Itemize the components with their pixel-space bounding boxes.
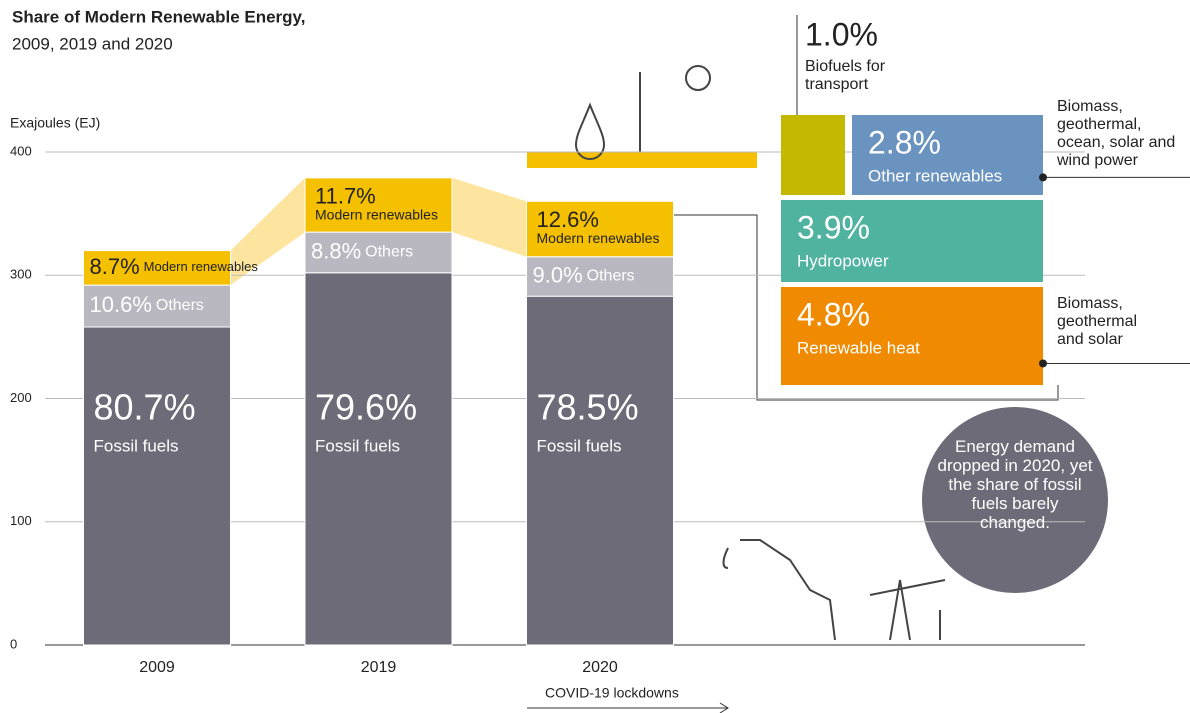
breakdown-share: 1.0% <box>805 16 878 52</box>
callout-circle <box>922 407 1108 593</box>
segment-label: Fossil fuels <box>94 436 179 455</box>
y-tick-label: 400 <box>10 143 32 158</box>
note: Biomass, geothermal and solar <box>1057 295 1138 348</box>
segment-label: Modern renewables <box>144 259 259 274</box>
segment-label: Modern renewables <box>315 207 438 223</box>
x-tick-label: 2019 <box>361 659 397 676</box>
y-tick-label: 100 <box>10 513 32 528</box>
y-tick-label: 200 <box>10 390 32 405</box>
segment-text: 10.6% Others <box>90 292 204 317</box>
bar-segment <box>304 177 453 233</box>
arrow-head <box>719 702 729 713</box>
oil-icon <box>869 579 946 641</box>
breakdown-name: Other renewables <box>868 166 1002 185</box>
share-label: 9.0% <box>533 262 583 287</box>
y-axis-label: Exajoules (EJ) <box>10 115 100 131</box>
breakdown-name: Hydropower <box>797 251 889 270</box>
segment-label: Fossil fuels <box>315 436 400 455</box>
segment-label: Others <box>365 244 413 261</box>
share-label: 11.7% <box>315 184 376 209</box>
connector <box>230 177 305 286</box>
y-tick-label: 300 <box>10 267 32 282</box>
breakdown-share: 4.8% <box>797 296 870 332</box>
bar-segment <box>83 250 231 286</box>
breakdown-box <box>781 200 1043 282</box>
breakdown-name: Renewable heat <box>797 338 920 357</box>
bar-segment <box>526 256 674 297</box>
share-label: 8.7% <box>90 254 140 279</box>
y-tick-label: 0 <box>10 636 17 651</box>
note-dot <box>1039 359 1047 368</box>
share-label: 8.8% <box>311 238 361 263</box>
ground-strip <box>527 152 757 168</box>
bar-segment <box>83 284 231 328</box>
breakdown-box <box>852 115 1043 195</box>
pump-icon <box>722 539 836 641</box>
note: Biomass, geothermal, ocean, solar and wi… <box>1057 98 1176 169</box>
breakdown-box <box>781 287 1043 385</box>
segment-text: 8.8% Others <box>311 238 413 263</box>
annotation: COVID-19 lockdowns <box>545 685 679 701</box>
share-label: 10.6% <box>90 292 152 317</box>
share-label: 78.5% <box>537 387 639 428</box>
share-label: 80.7% <box>94 387 196 428</box>
chart-title: Share of Modern Renewable Energy, <box>12 7 305 26</box>
bar-segment <box>526 200 674 258</box>
biofuel-name: Biofuels for transport <box>805 58 886 93</box>
segment-text: 8.7% Modern renewables <box>90 254 259 279</box>
bracket-line <box>673 214 1059 401</box>
x-tick-label: 2020 <box>582 659 618 676</box>
callout: Energy demand dropped in 2020, yet the s… <box>937 437 1093 532</box>
sun-icon <box>685 65 711 91</box>
segment-label: Fossil fuels <box>537 436 622 455</box>
share-label: 79.6% <box>315 387 417 428</box>
bar-segment <box>83 326 231 646</box>
segment-label: Others <box>587 268 635 285</box>
segment-label: Modern renewables <box>537 230 660 246</box>
breakdown-share: 3.9% <box>797 209 870 245</box>
segment-text: 9.0% Others <box>533 262 635 287</box>
segment-label: Others <box>156 297 204 314</box>
bar-segment <box>304 272 453 646</box>
breakdown-share: 2.8% <box>868 124 941 160</box>
bar-segment <box>526 295 674 646</box>
droplet-icon <box>574 102 606 160</box>
note-dot <box>1039 173 1047 182</box>
connector <box>452 177 527 257</box>
chart-subtitle: 2009, 2019 and 2020 <box>12 34 173 53</box>
breakdown-box <box>781 115 845 195</box>
share-label: 12.6% <box>537 207 599 232</box>
bar-segment <box>304 231 453 274</box>
x-tick-label: 2009 <box>139 659 175 676</box>
